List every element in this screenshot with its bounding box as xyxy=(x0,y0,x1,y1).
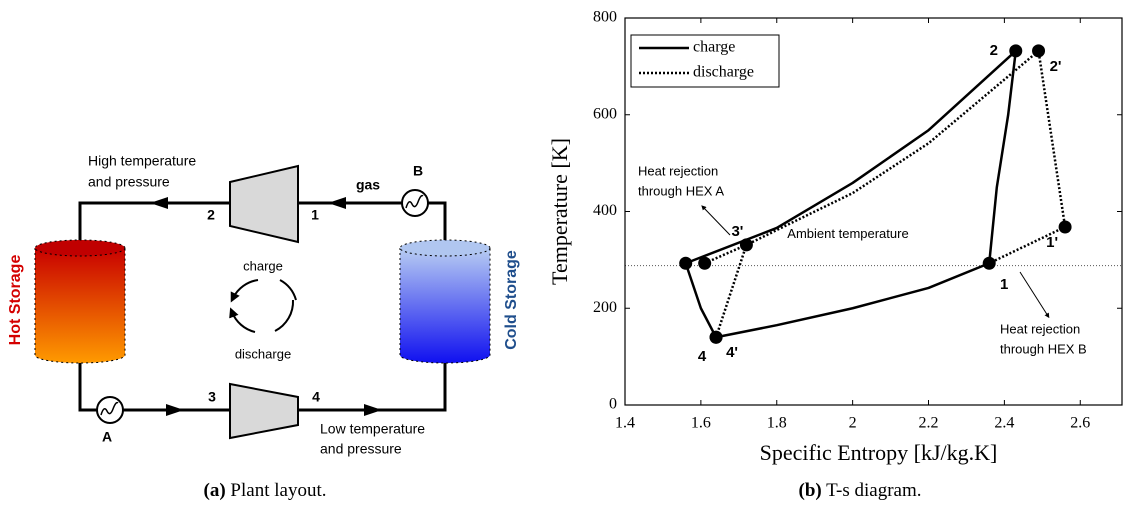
x-tick-label: 1.6 xyxy=(691,415,711,432)
arrow xyxy=(150,197,168,209)
legend-label: charge xyxy=(693,39,735,56)
cycle-label: discharge xyxy=(235,346,291,361)
x-tick-label: 1.4 xyxy=(615,415,635,432)
tank-body xyxy=(399,247,491,364)
tank-top xyxy=(34,239,126,257)
caption: (b) T-s diagram. xyxy=(799,480,922,501)
gas-label: gas xyxy=(356,177,380,193)
state-label: 2 xyxy=(207,207,215,223)
legend-label: discharge xyxy=(693,64,754,81)
hex-label: B xyxy=(413,163,423,179)
arc xyxy=(274,299,295,332)
state-label: 3 xyxy=(208,389,216,405)
state-label: 4' xyxy=(726,344,738,361)
ts-chart: Ambient temperature 1.4 1.6 1.8 2 2.2 2.4 2.6 0 2… xyxy=(547,9,1123,465)
caption-label: (b) xyxy=(799,480,822,501)
annotation-arrow xyxy=(701,205,731,236)
hex-a xyxy=(96,396,124,424)
state-point xyxy=(739,238,753,252)
label: Low temperature xyxy=(320,421,425,437)
state-point xyxy=(698,256,712,270)
caption-text: T-s diagram. xyxy=(826,480,921,501)
y-tick-label: 800 xyxy=(593,9,617,26)
x-tick-label: 2.2 xyxy=(919,415,939,432)
x-axis-label: Specific Entropy [kJ/kg.K] xyxy=(760,440,998,465)
cold-storage-label: Cold Storage xyxy=(503,250,520,350)
cycle-arrows xyxy=(229,279,297,333)
x-tick-label: 2 xyxy=(849,415,857,432)
label: and pressure xyxy=(320,441,402,457)
state-point xyxy=(982,256,996,270)
y-tick-label: 600 xyxy=(593,105,617,122)
y-tick-label: 400 xyxy=(593,202,617,219)
annotation-arrow xyxy=(1019,271,1050,319)
label: High temperature xyxy=(88,153,196,169)
hex-label: A xyxy=(102,429,112,445)
state-point xyxy=(1032,44,1046,58)
hex-a-coil xyxy=(100,401,119,416)
flow-arrows xyxy=(150,197,382,416)
plot-frame xyxy=(624,17,1123,406)
top-pipe xyxy=(78,201,447,246)
arrow xyxy=(166,404,184,416)
annotation: through HEX B xyxy=(1000,341,1087,356)
state-label: 4 xyxy=(312,389,320,405)
cold-storage-tank xyxy=(399,239,491,364)
series-line xyxy=(684,49,1018,339)
state-label: 2' xyxy=(1050,58,1062,75)
caption-text: Plant layout. xyxy=(230,480,326,501)
legend-box xyxy=(630,34,780,88)
compressor xyxy=(229,382,299,440)
diagram-labels: Hot Storage Cold Storage High temperatur… xyxy=(7,153,520,457)
label: and pressure xyxy=(88,174,170,190)
arrow xyxy=(328,197,346,209)
tank-body xyxy=(34,247,126,364)
hex-b-coil xyxy=(405,194,424,209)
arc xyxy=(279,279,297,301)
state-point xyxy=(679,256,693,270)
annotation: through HEX A xyxy=(638,183,724,198)
turbine xyxy=(229,164,299,244)
charge-arrow xyxy=(230,279,259,303)
annotation: Heat rejection xyxy=(638,163,718,178)
y-tick-label: 200 xyxy=(593,299,617,316)
state-label: 4 xyxy=(698,348,707,365)
tank-top xyxy=(399,239,491,257)
hex-b xyxy=(401,189,429,217)
annotation: Heat rejection xyxy=(1000,321,1080,336)
hot-storage-label: Hot Storage xyxy=(7,255,24,346)
y-axis-label: Temperature [K] xyxy=(547,138,572,285)
x-tick-label: 2.6 xyxy=(1070,415,1090,432)
state-point xyxy=(709,330,723,344)
state-point xyxy=(1009,44,1023,58)
state-label: 1 xyxy=(311,207,319,223)
state-point xyxy=(1058,220,1072,234)
plant-layout xyxy=(78,164,447,440)
caption: (a) Plant layout. xyxy=(204,480,327,501)
x-tick-label: 1.8 xyxy=(767,415,787,432)
caption-label: (a) xyxy=(204,480,226,501)
y-tick-label: 0 xyxy=(609,396,617,413)
arrow xyxy=(364,404,382,416)
discharge-arrow xyxy=(229,307,256,333)
state-label: 3' xyxy=(731,223,743,240)
state-label: 1' xyxy=(1046,234,1058,251)
ambient-label: Ambient temperature xyxy=(787,226,908,241)
state-label: 2 xyxy=(990,42,998,59)
x-tick-label: 2.4 xyxy=(994,415,1014,432)
state-label: 1 xyxy=(1000,276,1008,293)
hot-storage-tank xyxy=(34,239,126,364)
cycle-label: charge xyxy=(243,258,283,273)
